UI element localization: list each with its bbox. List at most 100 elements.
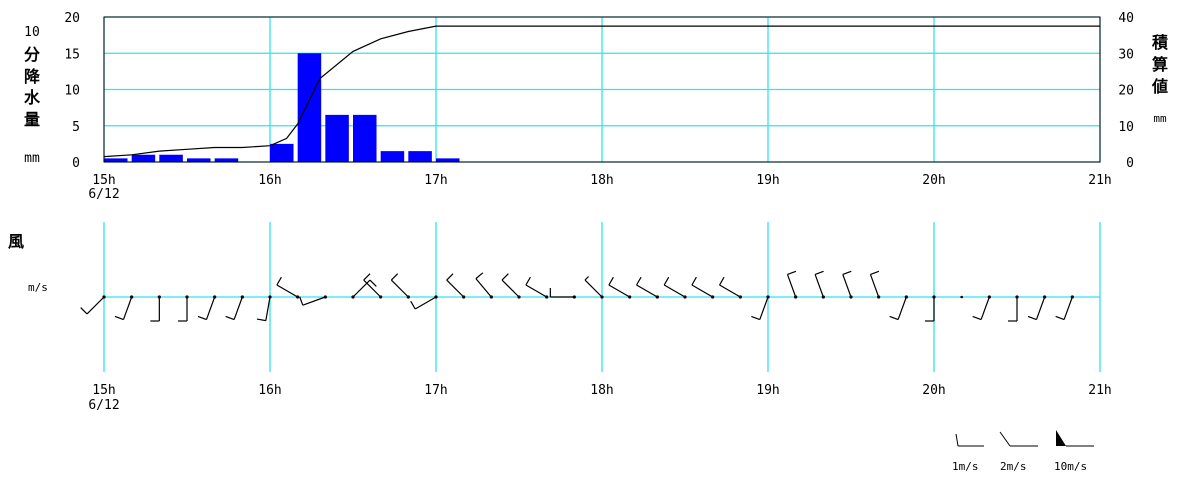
wind-barb-shaft	[122, 296, 133, 320]
precip-frame	[103, 16, 1101, 163]
wind-barb-feather	[1027, 315, 1037, 321]
wind-barb	[889, 295, 908, 321]
wind-barb-feather	[691, 276, 697, 286]
wind-legend: 1m/s 2m/s 10m/s	[952, 430, 1094, 473]
wind-barb-dot	[987, 295, 991, 299]
wind-barb	[751, 295, 770, 321]
precip-y-tick-label: 10	[64, 84, 80, 99]
wind-barb	[925, 295, 936, 322]
precip-y-ticks: 0 5 10 15 20	[64, 11, 80, 171]
wind-barb-feather	[299, 296, 304, 306]
precip-bar	[131, 154, 156, 162]
wind-x-tick-label: 16h	[258, 383, 281, 398]
precip-y-label-char: 降	[24, 67, 41, 86]
wind-barb	[410, 295, 438, 310]
wind-chart: 風 m/s 15h 16h 17h 18h 19h 20h 21h 6/12	[8, 222, 1112, 413]
wind-barb	[972, 295, 991, 321]
legend-symbol-1ms	[955, 433, 984, 447]
precip-y-label-char: 10	[24, 25, 40, 40]
legend-symbol-2ms	[999, 431, 1038, 447]
precip-x-tick-label: 20h	[922, 173, 945, 188]
precip-x-date: 6/12	[88, 187, 119, 202]
wind-barb-dot	[1043, 295, 1047, 299]
wind-barb	[691, 276, 715, 299]
wind-barb-feather	[870, 270, 880, 276]
precip-y2-label-char: 算	[1152, 55, 1168, 74]
wind-barb-shaft	[233, 296, 243, 320]
precip-bar	[436, 158, 460, 162]
wind-barb	[475, 272, 493, 299]
precip-x-tick-label: 16h	[258, 173, 281, 188]
wind-barb-feather	[787, 270, 797, 276]
wind-barb-shaft	[814, 274, 824, 298]
precip-y2-tick-label: 40	[1118, 11, 1134, 26]
wind-barb-dot	[130, 295, 134, 299]
wind-barb	[814, 270, 825, 299]
precip-y-tick-label: 5	[72, 120, 80, 135]
wind-barb-shaft	[691, 284, 713, 298]
wind-unit-label: m/s	[28, 281, 48, 294]
precipitation-chart: 0 5 10 15 20 0 10 20 30 40 15h 16h 17h 18h 19h 20h 21h…	[24, 11, 1169, 202]
wind-barb-dot	[821, 295, 825, 299]
wind-barb-shaft	[842, 274, 852, 298]
precip-bar	[187, 158, 211, 162]
wind-x-ticks: 15h 16h 17h 18h 19h 20h 21h	[92, 383, 1111, 398]
wind-barb	[663, 276, 687, 299]
wind-barb-shaft	[759, 296, 769, 320]
wind-barb-dot	[1070, 295, 1074, 299]
wind-barb	[363, 273, 383, 299]
wind-x-tick-label: 20h	[922, 383, 945, 398]
wind-barb-feather	[814, 270, 824, 276]
wind-barb-shaft	[525, 284, 547, 298]
wind-barb-feather	[256, 318, 266, 322]
wind-barb	[390, 273, 410, 299]
wind-barb-feather	[636, 276, 642, 286]
wind-barb-dot	[877, 295, 881, 299]
wind-barb-feather	[446, 273, 454, 281]
wind-barb-feather	[114, 315, 124, 321]
wind-barb-dot	[1015, 295, 1019, 299]
wind-barb-shaft	[897, 296, 907, 320]
wind-barb	[150, 295, 161, 322]
wind-barb-feather	[584, 276, 589, 281]
wind-barb	[869, 270, 881, 299]
wind-barb	[256, 295, 272, 322]
wind-barb-shaft	[276, 284, 298, 298]
wind-barb	[636, 276, 659, 299]
precip-y-tick-label: 0	[72, 156, 80, 171]
wind-barb-dot	[185, 295, 189, 299]
wind-barb-shaft	[363, 279, 382, 298]
precip-y2-tick-label: 30	[1118, 47, 1134, 62]
wind-barb	[80, 295, 106, 315]
wind-x-tick-label: 18h	[590, 383, 613, 398]
precip-y-label-char: 分	[24, 45, 40, 64]
precip-grid	[103, 16, 1101, 163]
wind-barb-feather	[663, 276, 670, 286]
wind-barb-shaft	[1035, 296, 1046, 320]
precip-bar	[159, 154, 183, 162]
wind-barb-feather	[363, 273, 371, 281]
wind-barb-shaft	[501, 279, 520, 298]
wind-barb-feather	[1055, 315, 1065, 321]
wind-barb-dot	[379, 295, 383, 299]
wind-barb-feather	[719, 276, 725, 286]
precip-bar	[297, 53, 322, 162]
precip-bar	[104, 158, 128, 162]
wind-barb-dot	[738, 295, 742, 299]
wind-barb-shaft	[1063, 296, 1073, 320]
wind-barb-feather	[751, 315, 760, 321]
wind-barb-shaft	[352, 279, 371, 298]
wind-barb-shaft	[786, 274, 797, 298]
wind-barb-shaft	[475, 278, 492, 298]
wind-barb	[1055, 295, 1074, 321]
wind-barb-shaft	[980, 296, 990, 320]
wind-x-date: 6/12	[88, 398, 119, 413]
wind-barb-dot	[517, 295, 521, 299]
wind-barb-dot	[296, 295, 300, 299]
precip-x-tick-label: 15h	[92, 173, 115, 188]
legend-label-10ms: 10m/s	[1054, 460, 1087, 473]
wind-barb-feather	[225, 315, 235, 321]
wind-barb-dot	[268, 295, 272, 299]
wind-barb	[501, 273, 521, 299]
wind-barb-feather	[972, 315, 982, 321]
